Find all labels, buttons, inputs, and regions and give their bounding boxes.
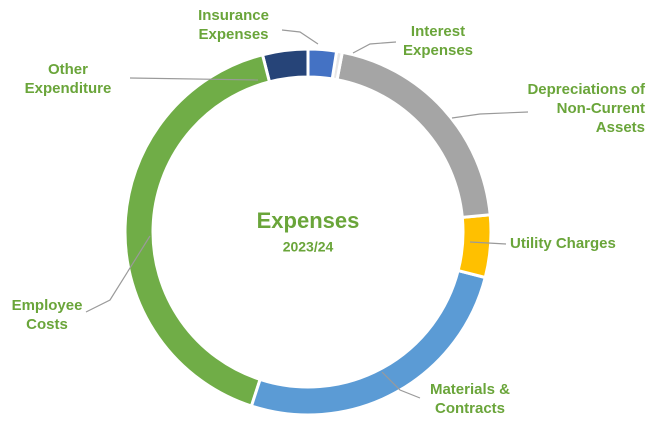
slice-label: Employee Costs [11,297,83,333]
leader-line [281,29,319,45]
donut-slice [335,50,492,220]
slice-label: Interest Expenses [402,23,474,59]
chart-title: Expenses [257,208,360,233]
donut-slice [306,47,339,81]
slice-label: Other Expenditure [24,61,112,97]
slice-label: Depreciations of Non-Current Assets [527,81,645,136]
leader-line [381,371,421,399]
slice-label: Insurance Expenses [198,7,269,43]
leader-line [129,77,259,81]
slice-label: Utility Charges [510,235,616,252]
leader-lines [85,29,529,399]
donut-slice [456,213,493,280]
donut-slice [249,268,488,417]
leader-line [469,241,507,245]
leader-line [451,111,529,119]
donut-slice [123,52,272,408]
chart-subtitle: 2023/24 [283,239,334,255]
slice-label: Materials & Contracts [429,381,511,417]
leader-line [85,235,151,313]
leader-line [352,41,397,54]
